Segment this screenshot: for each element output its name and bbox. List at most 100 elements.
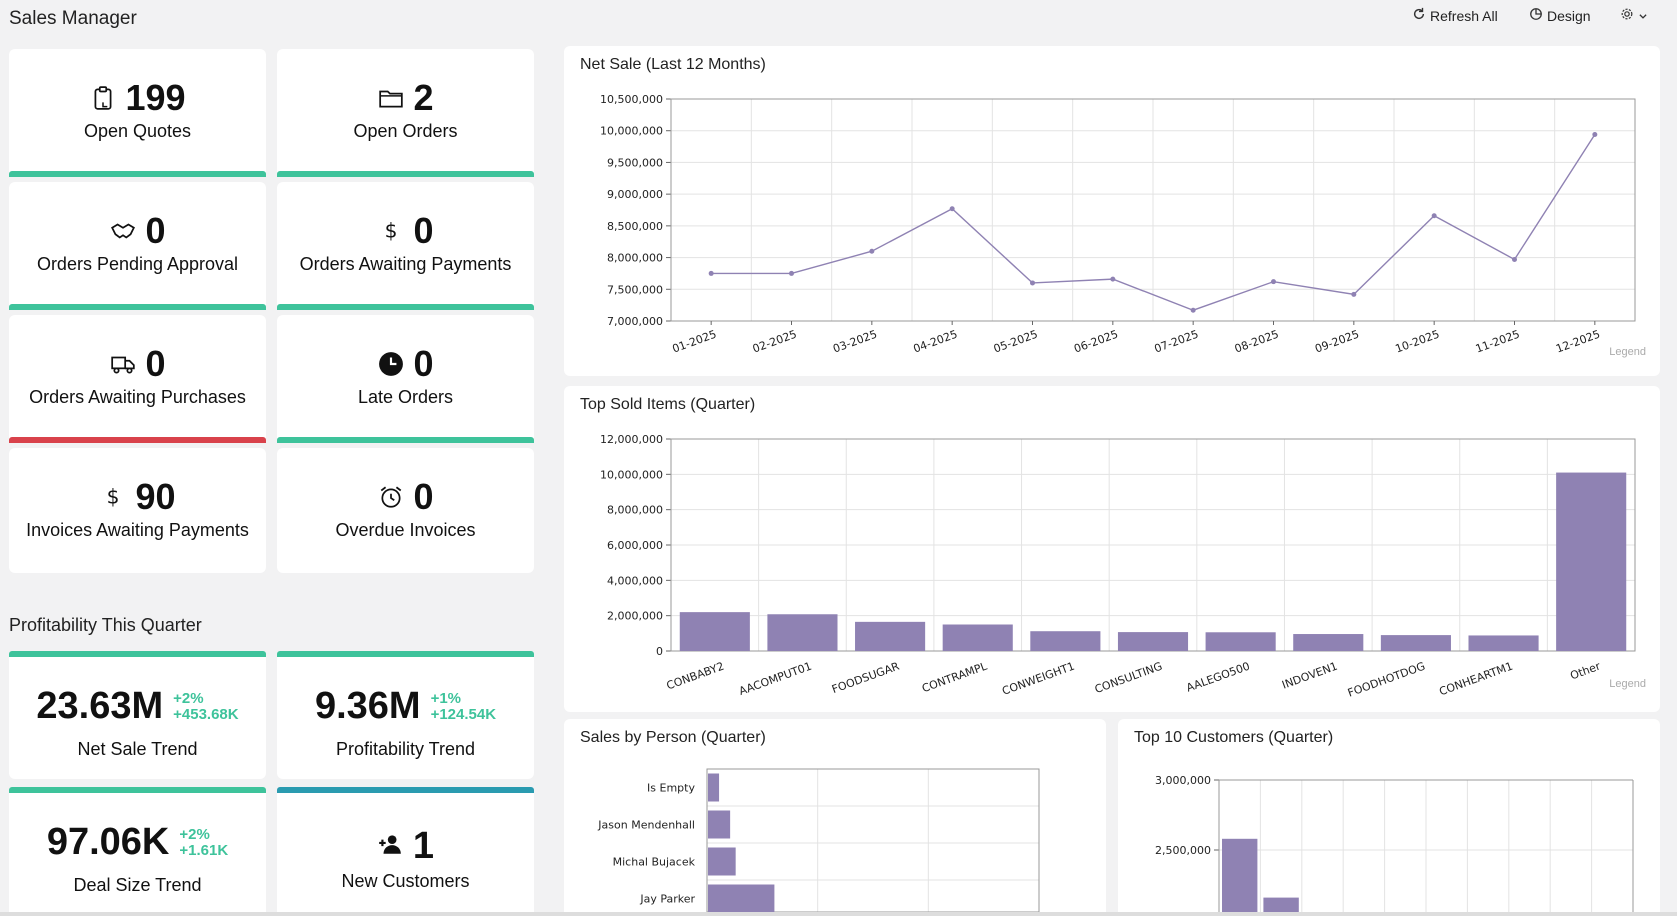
data-point [949,206,955,212]
status-bar [277,787,534,793]
trend-label: Net Sale Trend [77,739,198,759]
kpi-label: Orders Awaiting Payments [299,254,512,274]
kpi-card-orders-awaiting-purchases[interactable]: 0 Orders Awaiting Purchases [9,315,266,443]
x-tick-label: Other [1568,659,1602,682]
data-point [1351,291,1357,297]
delta-percent: +2% [173,689,204,707]
top-sold-items-bar-chart: 0 2,000,000 4,000,000 6,000,000 8,000,000 10,… [600,433,1636,700]
top-customers-bar-chart: 2,500,000 3,000,000 [1155,774,1634,912]
bar [1030,631,1101,651]
kpi-card-invoices-awaiting-payments[interactable]: $ 90 Invoices Awaiting Payments [9,448,266,573]
clipboard-icon [89,84,117,112]
data-point [789,270,794,276]
y-tick-label: 0 [656,645,663,658]
kpi-card-late-orders[interactable]: 0 Late Orders [277,315,534,443]
bar [1556,472,1627,651]
dollar-icon: $ [377,217,405,245]
design-button[interactable]: Design [1529,7,1591,24]
sales-by-person-chart-card: Sales by Person (Quarter) Is Empty Jason … [564,719,1106,912]
design-label: Design [1547,7,1591,24]
data-point [1190,307,1196,313]
delta-percent: +1% [430,689,462,707]
chevron-down-icon [1638,8,1648,24]
trend-value: 23.63M [36,685,164,727]
add-user-icon [377,831,403,862]
kpi-label: Open Orders [353,121,458,141]
trend-label: New Customers [341,871,470,891]
y-tick-label: 8,000,000 [607,252,663,265]
data-point [1030,280,1035,286]
kpi-value: 2 [413,77,434,118]
data-point [708,270,714,276]
series-line [711,134,1596,311]
kpi-card-orders-pending-approval[interactable]: 0 Orders Pending Approval [9,182,266,310]
trend-card-new-customers[interactable]: 1 New Customers [277,787,534,912]
bar [708,847,736,876]
trend-card-deal-size-trend[interactable]: 97.06K +2% +1.61K Deal Size Trend [9,787,266,912]
kpi-value: 0 [413,210,434,251]
status-bar [277,651,534,657]
profitability-title: Profitability This Quarter [9,615,202,635]
top-bar: Sales Manager Refresh All Design [0,0,1677,40]
legend-toggle[interactable]: Legend [1609,678,1646,690]
clock-icon [377,350,405,378]
data-point [869,248,875,254]
gear-icon [1620,7,1634,24]
refresh-all-button[interactable]: Refresh All [1412,7,1498,24]
trend-card-net-sale-trend[interactable]: 23.63M +2% +453.68K Net Sale Trend [9,651,266,779]
truck-icon [109,350,137,378]
kpi-label: Late Orders [357,387,454,407]
y-tick-label: Jay Parker [639,893,695,906]
trend-label: Profitability Trend [335,739,476,759]
top-sold-items-chart-card: Top Sold Items (Quarter) 0 2,000,000 4,000… [564,386,1660,712]
delta-percent: +2% [179,825,210,843]
kpi-card-open-quotes[interactable]: 199 Open Quotes [9,49,266,177]
x-tick-label: AACOMPUT01 [737,660,813,698]
refresh-all-label: Refresh All [1430,7,1498,24]
y-tick-label: 4,000,000 [607,574,663,587]
kpi-value: 0 [145,210,166,251]
x-tick-label: 11-2025 [1474,328,1522,356]
status-bar [277,437,534,443]
y-tick-label: 2,000,000 [607,610,663,623]
y-tick-label: 2,500,000 [1155,844,1211,857]
kpi-value: 0 [413,343,434,384]
bar [708,810,731,839]
kpi-label: Open Quotes [83,121,192,141]
y-tick-label: Michal Bujacek [613,856,696,869]
bar [942,624,1013,651]
y-tick-label: 10,500,000 [600,93,663,106]
delta-absolute: +124.54K [430,705,497,723]
chart-title: Net Sale (Last 12 Months) [580,56,766,73]
kpi-value: 90 [135,476,176,517]
trend-deltas: +1% +124.54K [430,689,497,723]
bar [708,773,720,802]
status-bar [9,437,266,443]
legend-toggle[interactable]: Legend [1609,346,1646,358]
delta-absolute: +1.61K [179,841,229,859]
y-tick-label: Jason Mendenhall [597,819,695,832]
trend-card-profitability-trend[interactable]: 9.36M +1% +124.54K Profitability Trend [277,651,534,779]
y-tick-label: 9,500,000 [607,156,663,169]
net-sale-line-chart: 7,000,000 7,500,000 8,000,000 8,500,000 9,00… [600,93,1636,356]
data-point [1271,279,1276,285]
page-title: Sales Manager [9,8,137,29]
kpi-label: Orders Pending Approval [36,254,239,274]
settings-menu-button[interactable] [1620,7,1648,24]
x-tick-label: 10-2025 [1394,328,1442,356]
svg-text:$: $ [385,218,398,242]
kpi-card-open-orders[interactable]: 2 Open Orders [277,49,534,177]
bar [1205,632,1276,651]
kpi-card-overdue-invoices[interactable]: 0 Overdue Invoices [277,448,534,573]
x-tick-label: 06-2025 [1072,328,1120,356]
kpi-card-orders-awaiting-payments[interactable]: $ 0 Orders Awaiting Payments [277,182,534,310]
data-point [1512,256,1517,262]
trend-value: 1 [412,825,435,867]
x-tick-label: 03-2025 [831,328,879,356]
y-tick-label: 9,000,000 [607,188,663,201]
svg-text:$: $ [107,484,120,508]
x-tick-label: CONTRAMPL [920,659,989,695]
x-tick-label: CONBABY2 [665,660,726,693]
plot-frame [706,768,1040,912]
x-tick-label: 07-2025 [1153,328,1201,356]
